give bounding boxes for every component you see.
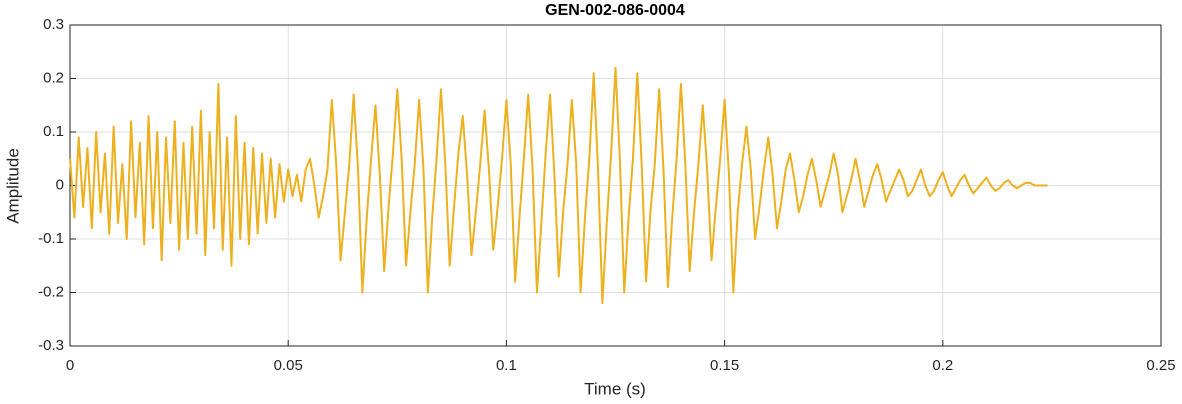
chart-title: GEN-002-086-0004 [545, 2, 685, 19]
y-tick-label: 0.3 [43, 16, 64, 33]
x-tick-label: 0.2 [932, 357, 953, 374]
y-tick-label: 0.2 [43, 69, 64, 86]
x-tick-label: 0.05 [274, 357, 303, 374]
y-tick-label: 0 [56, 176, 64, 193]
y-tick-label: -0.3 [38, 337, 64, 354]
x-axis-label: Time (s) [584, 379, 646, 398]
y-tick-label: -0.2 [38, 283, 64, 300]
x-tick-label: 0.15 [710, 357, 739, 374]
x-tick-label: 0.25 [1146, 357, 1175, 374]
y-tick-label: -0.1 [38, 230, 64, 247]
waveform-line [69, 66, 1048, 305]
y-tick-label: 0.1 [43, 123, 64, 140]
y-axis-label: Amplitude [3, 148, 22, 224]
x-tick-label: 0 [66, 357, 74, 374]
plot-frame [69, 24, 1162, 347]
x-tick-label: 0.1 [496, 357, 517, 374]
